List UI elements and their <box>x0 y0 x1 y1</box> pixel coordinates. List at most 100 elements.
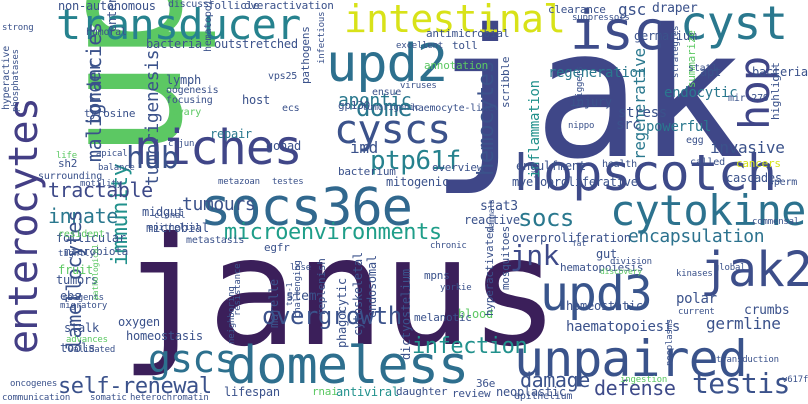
word-innate: innate <box>48 204 118 228</box>
word-engulfment: engulfment <box>516 159 586 173</box>
word-egfr: egfr <box>264 241 290 254</box>
word-blood: blood <box>458 307 493 321</box>
word-injury: injury <box>570 95 612 109</box>
word-metazoan: metazoan <box>218 177 260 187</box>
word-mir-279: mir-279 <box>728 93 769 104</box>
word-chronic: chronic <box>430 241 467 251</box>
word-marelle: marelle <box>267 279 281 328</box>
word-viruses: viruses <box>400 81 437 91</box>
word-overgrowth: overgrowth <box>262 302 402 330</box>
word-ptp61f: ptp61f <box>370 146 461 176</box>
word-microbial: microbial <box>146 221 209 235</box>
word-src: src <box>616 117 641 133</box>
word-stalk: stalk <box>64 321 99 335</box>
word-tightly: tightly <box>58 249 95 259</box>
word-tum-1: tum-1 <box>285 282 294 306</box>
word-jnk: jnk <box>510 239 559 272</box>
word-epithelium: epithelium <box>514 391 573 402</box>
word-oogenesis: oogenesis <box>166 85 219 96</box>
word-summarize: summarize <box>685 30 698 88</box>
word-v617f: v617f <box>782 375 808 385</box>
word-socs: socs <box>518 204 574 232</box>
word-migratory: migratory <box>60 301 108 311</box>
word-resident: resident <box>58 229 105 240</box>
word-jak: jak <box>430 0 744 198</box>
word-lose: lose <box>290 263 311 273</box>
word-life: life <box>56 151 77 161</box>
word-cyst: cyst <box>680 0 788 50</box>
word-discuss: discuss <box>168 0 209 10</box>
word-outstretched: outstretched <box>214 37 298 51</box>
word-lymph: lymph <box>166 73 201 87</box>
word-epithelial: epithelial <box>148 223 201 233</box>
word-phosphatases: phosphatases <box>11 49 21 112</box>
word-antiviral: antiviral <box>336 385 399 399</box>
word-stem: stem <box>286 289 317 304</box>
word-cascades: cascades <box>726 171 782 185</box>
word-ingestion: ingestion <box>620 375 668 385</box>
word-overactivation: overactivation <box>244 0 334 12</box>
word-testis: testis <box>692 367 790 400</box>
word-encapsulation: encapsulation <box>628 226 765 247</box>
word-phagocytic: phagocytic <box>335 278 349 348</box>
word-metastasis: metastasis <box>186 235 245 246</box>
word-dictyostelium: dictyostelium <box>399 269 413 360</box>
word-repair: repair <box>210 127 252 141</box>
word-gscs: gscs <box>148 337 237 381</box>
word-haematopoiesis: haematopoiesis <box>566 319 681 335</box>
word-microbiota: microbiota <box>64 245 129 258</box>
word-tumours: tumours <box>182 194 256 215</box>
word-surrounding: surrounding <box>38 171 103 182</box>
word-nippo: nippo <box>568 121 595 131</box>
word-rnai: rnai <box>312 385 338 398</box>
word-current: current <box>678 307 715 317</box>
word-fruit: fruit <box>58 263 93 277</box>
word-cytokine: cytokine <box>610 186 806 235</box>
word-suppressors: suppressors <box>572 13 630 23</box>
word-transduction: transduction <box>716 355 779 365</box>
word-strategies: strategies <box>671 25 681 78</box>
word-reagents: reagents <box>62 293 104 303</box>
word-intestinal: intestinal <box>344 0 566 41</box>
word-gonad: gonad <box>266 139 301 153</box>
word-division: division <box>610 257 652 267</box>
word-sh2: sh2 <box>58 157 78 170</box>
word-toll: toll <box>452 39 478 52</box>
word-testes: testes <box>272 177 304 187</box>
word-stat1: stat1 <box>688 63 718 74</box>
word-myeloproliferative: myeloproliferative <box>512 175 638 189</box>
word-neoplasms: neoplasms <box>665 318 675 366</box>
word-host: host <box>242 93 270 107</box>
word-sperm: sperm <box>768 177 798 188</box>
word-domeless: domeless <box>226 336 469 396</box>
word-bacterium: bacterium <box>338 165 396 178</box>
word-ovary: ovary <box>172 107 202 118</box>
word-triggers: triggers <box>575 66 585 108</box>
word-janus: janus <box>120 206 560 380</box>
word-oncogenes: oncogenes <box>10 379 58 389</box>
word-clearance: clearance <box>548 3 606 16</box>
word-vps25: vps25 <box>268 71 298 82</box>
word-homeostatic: homeostatic <box>566 299 643 313</box>
word-validated: validated <box>68 345 116 355</box>
word-regeneration: regeneration <box>548 65 646 81</box>
word-socs36e: socs36e <box>200 178 413 238</box>
word-ebs: ebs <box>60 289 81 303</box>
word-pathogens: pathogens <box>299 26 312 84</box>
word-defense: defense <box>594 376 676 400</box>
word-motility: motility <box>80 179 122 189</box>
word-transducer: transducer <box>56 0 301 49</box>
word-haemocyte-like: haemocyte-like <box>412 103 494 114</box>
word-stress: stress <box>618 105 667 121</box>
word-pathological: pathological <box>91 244 100 300</box>
word-homeostasis: homeostasis <box>126 329 203 343</box>
word-advances: advances <box>66 335 108 345</box>
word-mitogenic: mitogenic <box>386 175 449 189</box>
word-stat3: stat3 <box>480 199 518 214</box>
word-infectious: infectious <box>317 11 327 64</box>
word-polar: polar <box>676 291 717 307</box>
word-neoplastic: neoplastic <box>496 385 566 399</box>
word-communication: communication <box>2 393 71 403</box>
word-upd3: upd3 <box>540 266 653 322</box>
word-damage: damage <box>520 368 590 392</box>
